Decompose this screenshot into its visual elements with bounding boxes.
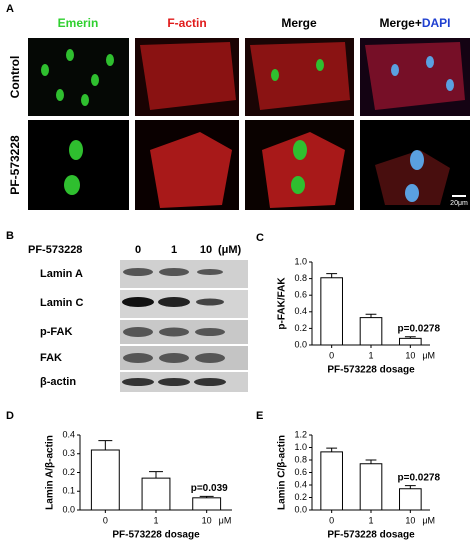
column-header: F-actin (167, 16, 206, 30)
y-tick-label: 0.0 (294, 504, 307, 514)
bar (90, 449, 120, 511)
dose-label: 0 (135, 244, 141, 256)
bar (399, 488, 422, 511)
error-bar (326, 273, 338, 278)
micrographs (28, 38, 470, 210)
row-label: PF-573228 (8, 135, 22, 195)
y-tick-label: 0.4 (62, 429, 75, 439)
x-axis-label: PF-573228 dosage (327, 365, 415, 376)
panel-label: C (256, 232, 264, 244)
y-tick-label: 0.6 (294, 467, 307, 477)
x-tick-label: 1 (368, 350, 373, 360)
error-bar (199, 495, 214, 498)
column-header: Emerin (58, 16, 99, 30)
x-unit: μM (422, 350, 435, 360)
y-tick-label: 0.0 (62, 504, 75, 514)
x-tick-label: 0 (329, 515, 334, 525)
y-tick-label: 0.2 (294, 323, 307, 333)
error-bar (365, 459, 377, 464)
panel-label: D (6, 410, 14, 422)
error-bar (326, 447, 338, 452)
error-bar (149, 471, 163, 479)
x-axis-label: PF-573228 dosage (327, 530, 415, 541)
bar (192, 497, 222, 511)
bar (359, 463, 383, 511)
y-tick-label: 0.4 (294, 306, 307, 316)
protein-label: p-FAK (40, 326, 72, 338)
panel-label: E (256, 410, 263, 422)
y-axis-label: p-FAK/FAK (277, 277, 288, 330)
bar (320, 277, 343, 346)
y-axis-label: Lamin A/β-actin (45, 435, 56, 510)
dose-label: 1 (171, 244, 177, 256)
x-tick-label: 10 (405, 350, 415, 360)
y-tick-label: 1.2 (294, 429, 307, 439)
bar (359, 317, 383, 346)
scale-bar-label: 20μm (450, 200, 468, 207)
y-tick-label: 0.4 (294, 479, 307, 489)
y-tick-label: 0.3 (62, 448, 75, 458)
error-bar (404, 336, 416, 339)
y-tick-label: 0.2 (62, 467, 75, 477)
y-tick-label: 0.8 (294, 273, 307, 283)
y-tick-label: 0.1 (62, 486, 75, 496)
panel-label: A (6, 3, 14, 15)
x-tick-label: 0 (103, 515, 108, 525)
dose-unit: (μM) (218, 244, 242, 256)
column-header: Merge (281, 16, 317, 30)
x-tick-label: 1 (153, 515, 158, 525)
x-unit: μM (422, 515, 435, 525)
y-tick-label: 1.0 (294, 442, 307, 452)
column-header: Merge+DAPI (379, 16, 450, 30)
y-tick-label: 0.8 (294, 454, 307, 464)
y-tick-label: 1.0 (294, 256, 307, 266)
protein-label: Lamin C (40, 297, 83, 309)
protein-label: β-actin (40, 376, 76, 388)
treatment-label: PF-573228 (28, 244, 82, 256)
y-axis-label: Lamin C/β-actin (277, 435, 288, 510)
western-blot (120, 260, 248, 392)
y-tick-label: 0.0 (294, 339, 307, 349)
dose-label: 10 (200, 244, 212, 256)
x-tick-label: 10 (202, 515, 212, 525)
annotation: p=0.0278 (398, 323, 441, 334)
y-tick-label: 0.2 (294, 492, 307, 502)
y-tick-label: 0.6 (294, 290, 307, 300)
protein-label: Lamin A (40, 268, 83, 280)
annotation: p=0.0278 (398, 472, 441, 483)
x-tick-label: 0 (329, 350, 334, 360)
bar (320, 451, 343, 511)
error-bar (404, 485, 416, 489)
x-tick-label: 10 (405, 515, 415, 525)
row-label: Control (8, 56, 22, 99)
column-header: Merge+ (379, 16, 421, 30)
bar (399, 337, 422, 346)
bar (141, 477, 171, 511)
x-unit: μM (219, 515, 232, 525)
column-header: DAPI (422, 16, 451, 30)
x-tick-label: 1 (368, 515, 373, 525)
error-bar (365, 313, 377, 318)
error-bar (98, 440, 113, 450)
panel-label: B (6, 230, 14, 242)
protein-label: FAK (40, 352, 62, 364)
x-axis-label: PF-573228 dosage (112, 530, 200, 541)
annotation: p=0.039 (191, 483, 228, 494)
